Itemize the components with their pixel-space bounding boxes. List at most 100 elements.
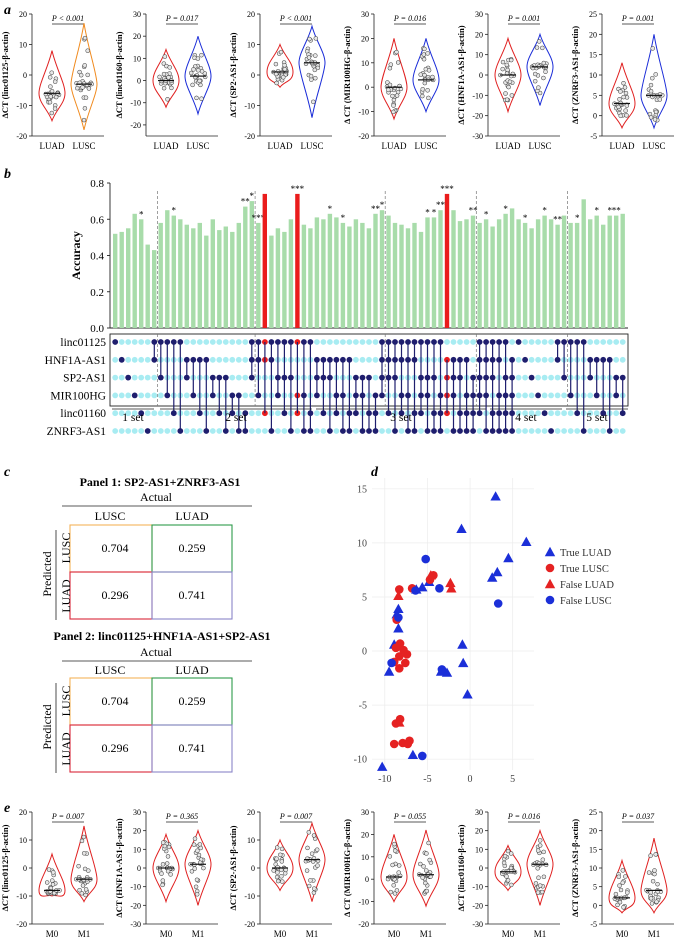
scatter-point-true-luad xyxy=(407,749,419,759)
scatter-point-true-lusc xyxy=(389,739,399,749)
gene-row-label: MIR100HG xyxy=(50,390,106,402)
sample-point xyxy=(617,97,622,102)
sample-point xyxy=(82,63,87,68)
sample-point xyxy=(506,84,511,90)
matrix-dot xyxy=(535,356,541,363)
sample-point xyxy=(195,848,200,853)
matrix-dot xyxy=(164,428,171,434)
y-tick-label: 20 xyxy=(133,32,141,41)
cm2-cell-21: 0.296 xyxy=(102,741,129,755)
matrix-dot xyxy=(554,374,561,381)
scatter-point-true-luad xyxy=(490,491,501,501)
matrix-dot xyxy=(209,339,216,345)
matrix-dot xyxy=(118,374,125,381)
accuracy-bar xyxy=(522,222,528,328)
p-value-label: P < 0.001 xyxy=(51,14,84,23)
matrix-dot xyxy=(567,428,574,434)
matrix-dot xyxy=(372,356,379,363)
sample-point xyxy=(392,848,398,853)
sample-point xyxy=(82,106,88,111)
y-axis-title: ΔCT (linc01160-β-actin) xyxy=(456,824,466,911)
panel-c-confusion-matrices: Panel 1: SP2-AS1+ZNRF3-AS1 Actual LUSC L… xyxy=(40,475,271,773)
set-label: 3 set xyxy=(390,412,412,424)
bar-y-tick-label: 0.2 xyxy=(90,287,104,299)
cm1-cell-21: 0.296 xyxy=(102,588,129,602)
accuracy-bar xyxy=(230,231,235,328)
sample-point xyxy=(280,879,285,884)
sample-point xyxy=(532,71,538,77)
violin-outline-right xyxy=(70,23,98,131)
accuracy-bar xyxy=(158,222,163,328)
matrix-dot xyxy=(613,428,620,434)
y-tick-label: 0 xyxy=(137,77,141,86)
accuracy-bar xyxy=(412,222,417,328)
matrix-dot xyxy=(548,339,554,345)
y-axis-title: ΔCT (HNF1A-AS1-β-actin) xyxy=(456,25,466,124)
scatter-point-true-luad xyxy=(456,523,467,533)
scatter-point-true-luad xyxy=(393,603,404,613)
scatter-point-false-luad xyxy=(445,577,456,588)
sample-point xyxy=(618,113,623,119)
matrix-dot xyxy=(131,374,138,381)
accuracy-bar xyxy=(503,213,508,328)
sample-point xyxy=(623,90,629,96)
accuracy-bar xyxy=(444,193,450,328)
significance-star: * xyxy=(542,206,547,216)
sample-point xyxy=(537,838,543,843)
matrix-dot xyxy=(548,410,554,417)
scatter-point-false-lusc xyxy=(418,751,427,761)
sample-point xyxy=(308,73,314,79)
violin-outline-left xyxy=(152,832,180,904)
matrix-dot xyxy=(229,356,236,363)
matrix-dot xyxy=(587,428,594,434)
matrix-dot xyxy=(294,428,301,434)
matrix-dot xyxy=(515,356,522,363)
violin-outline-left xyxy=(266,43,294,89)
scatter-x-tick-label: 5 xyxy=(510,774,515,785)
matrix-dot xyxy=(587,410,594,417)
matrix-dot xyxy=(619,339,626,345)
matrix-dot xyxy=(353,339,359,345)
cm1-cell-11: 0.704 xyxy=(102,541,129,555)
y-axis-title: ΔCT (SP2-AS1-β-actin) xyxy=(228,32,238,117)
sample-point xyxy=(391,883,396,888)
violin-outline-right xyxy=(526,828,554,906)
sample-point xyxy=(425,88,430,93)
scatter-point-true-lusc xyxy=(395,585,404,594)
matrix-dot xyxy=(593,339,600,345)
matrix-dot xyxy=(314,428,320,434)
matrix-dot xyxy=(216,339,223,345)
scatter-point-true-lusc xyxy=(395,652,404,661)
sample-point xyxy=(194,877,200,883)
y-tick-label: 20 xyxy=(247,10,255,19)
panel-e-violin-plots: -20 -10 0 10 20 ΔCT (linc01125-β-actin) M0 M1 P … xyxy=(0,808,674,939)
matrix-dot xyxy=(196,339,203,345)
violin-plot-6: -5 0 5 10 15 20 25 ΔCT (ZNRF3-AS1-β-actin) LUAD L… xyxy=(570,10,674,151)
sample-point xyxy=(279,846,285,852)
accuracy-bar xyxy=(184,224,189,328)
accuracy-bar xyxy=(464,219,469,329)
sample-point xyxy=(502,853,508,859)
matrix-dot-selected xyxy=(522,356,528,363)
accuracy-bar xyxy=(542,215,547,328)
legend-marker xyxy=(544,546,556,557)
matrix-dot xyxy=(320,339,327,345)
scatter-point-true-luad xyxy=(492,566,503,577)
y-tick-label: 20 xyxy=(19,10,27,19)
scatter-point-true-luad xyxy=(462,689,473,699)
y-tick-label: 25 xyxy=(589,10,597,19)
sample-point xyxy=(271,868,276,873)
accuracy-bar xyxy=(594,215,599,328)
y-tick-label: -20 xyxy=(130,901,141,910)
matrix-dot xyxy=(242,356,249,363)
sample-point xyxy=(426,68,432,73)
matrix-dot xyxy=(157,410,164,417)
scatter-point-true-lusc xyxy=(405,736,414,746)
matrix-dot xyxy=(561,410,567,417)
matrix-dot xyxy=(138,392,145,399)
x-group-label: LUSC xyxy=(642,141,665,151)
significance-star: ** xyxy=(553,215,563,225)
y-axis-title: ΔCT (linc01125-β-actin) xyxy=(0,31,10,118)
sample-point xyxy=(386,87,391,93)
